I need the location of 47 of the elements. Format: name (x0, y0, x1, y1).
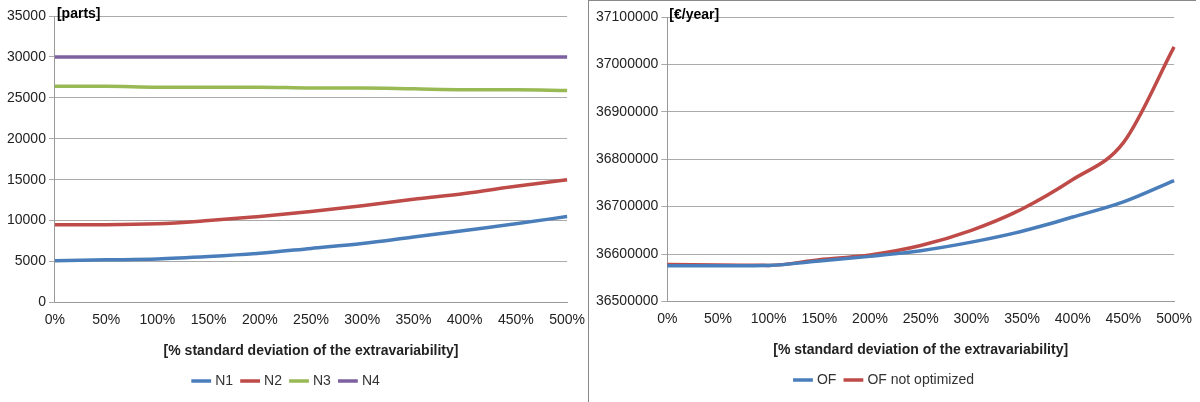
legend-label: OF not optimized (867, 370, 975, 387)
x-tick-label: 450% (1105, 309, 1142, 326)
y-tick-label: 36600000 (595, 244, 659, 261)
x-tick-label: 250% (902, 309, 939, 326)
x-tick-label: 100% (750, 309, 787, 326)
y-tick-label: 5000 (14, 252, 47, 269)
x-tick-label: 400% (446, 310, 483, 327)
legend-label: N3 (313, 371, 332, 388)
y-tick-label: 36500000 (595, 292, 659, 309)
x-tick-label: 200% (852, 309, 888, 326)
legend-label: N2 (264, 371, 283, 388)
x-axis-title: [% standard deviation of the extravariability] (773, 341, 1069, 358)
y-axis-title: [€/year] (669, 5, 720, 22)
x-tick-label: 400% (1054, 309, 1091, 326)
y-tick-label: 36900000 (595, 102, 659, 119)
x-tick-label: 500% (1156, 309, 1192, 326)
x-tick-label: 300% (953, 309, 990, 326)
y-tick-label: 15000 (6, 170, 47, 187)
y-tick-label: 36700000 (595, 197, 659, 214)
x-tick-label: 300% (344, 310, 381, 327)
y-tick-label: 37000000 (595, 55, 659, 72)
x-tick-label: 450% (497, 310, 534, 327)
y-tick-label: 0 (38, 293, 47, 310)
y-tick-label: 37100000 (595, 7, 659, 24)
y-tick-label: 36800000 (595, 150, 659, 167)
x-tick-label: 250% (293, 310, 329, 327)
x-axis-title: [% standard deviation of the extravariability] (163, 342, 459, 359)
legend-label: N4 (361, 371, 381, 388)
x-tick-label: 150% (801, 309, 838, 326)
x-tick-label: 500% (549, 310, 585, 327)
y-tick-label: 10000 (6, 211, 47, 228)
legend-label: OF (816, 370, 837, 387)
x-tick-label: 350% (1004, 309, 1040, 326)
y-tick-label: 35000 (6, 6, 47, 23)
x-tick-label: 350% (395, 310, 432, 327)
y-axis-title: [parts] (56, 4, 101, 21)
x-tick-label: 100% (139, 310, 176, 327)
x-tick-label: 150% (190, 310, 227, 327)
x-tick-label: 0% (657, 309, 678, 326)
x-tick-label: 200% (241, 310, 278, 327)
x-tick-label: 50% (703, 309, 732, 326)
y-tick-label: 20000 (6, 129, 47, 146)
y-tick-label: 30000 (6, 47, 47, 64)
x-tick-label: 50% (92, 310, 121, 327)
y-tick-label: 25000 (6, 88, 47, 105)
legend-label: N1 (215, 371, 234, 388)
x-tick-label: 0% (44, 310, 66, 327)
